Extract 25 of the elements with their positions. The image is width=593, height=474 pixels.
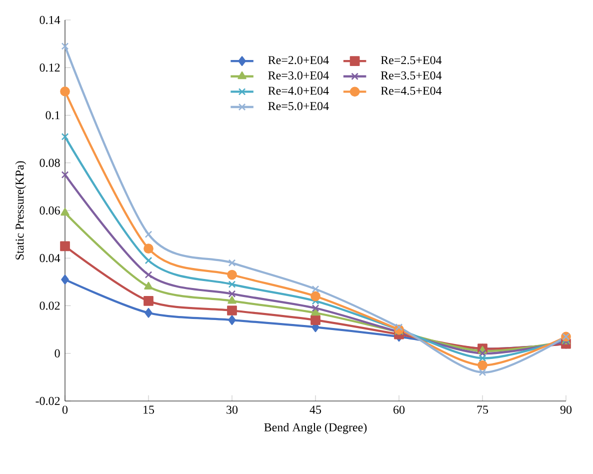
legend-label: Re=4.5+E04 — [380, 86, 442, 95]
y-tick-label: 0.12 — [40, 64, 60, 72]
x-tick-label: 90 — [560, 406, 572, 414]
x-tick-label: 15 — [144, 406, 154, 414]
y-axis-title: Static Pressure(KPa) — [15, 161, 26, 260]
x-tick-label: 0 — [62, 406, 68, 414]
x-axis-title: Bend Angle (Degree) — [264, 422, 367, 434]
x-tick-label: 30 — [226, 406, 238, 414]
y-tick-label: 0 — [54, 349, 60, 358]
legend-label: Re=2.5+E04 — [380, 56, 442, 64]
y-tick-label: 0.08 — [40, 158, 60, 167]
legend-label: Re=5.0+E04 — [268, 102, 329, 110]
y-tick-label: 0.14 — [40, 16, 60, 24]
y-tick-label: 0.1 — [46, 111, 60, 120]
x-tick-label: 75 — [477, 406, 488, 414]
y-tick-label: 0.02 — [40, 302, 60, 310]
y-tick-label: -0.02 — [36, 396, 60, 406]
legend-label: Re=3.5+E04 — [380, 71, 442, 80]
y-tick-label: 0.06 — [40, 206, 60, 215]
x-tick-label: 45 — [310, 406, 322, 414]
legend-label: Re=2.0+E04 — [268, 56, 329, 64]
legend-label: Re=4.0+E04 — [268, 86, 329, 95]
y-tick-label: 0.04 — [40, 254, 60, 262]
legend-label: Re=3.0+E04 — [268, 71, 329, 80]
x-tick-label: 60 — [394, 406, 405, 414]
